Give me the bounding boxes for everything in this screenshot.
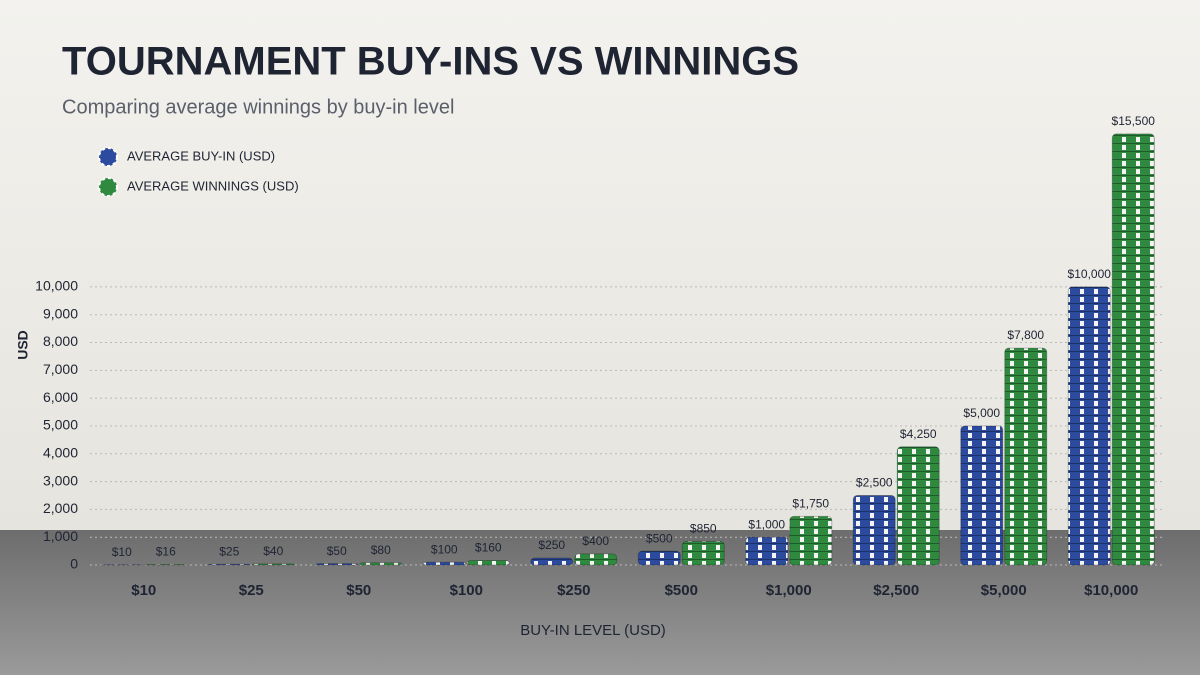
legend-swatch xyxy=(98,147,118,167)
value-label: $400 xyxy=(582,534,609,548)
chip-stack xyxy=(1111,133,1155,566)
chip-stack xyxy=(852,494,896,566)
x-tick-label: $250 xyxy=(557,582,590,599)
value-label: $15,500 xyxy=(1112,114,1156,128)
chip-stack xyxy=(789,515,833,566)
chip-stack xyxy=(251,563,295,566)
value-label: $7,800 xyxy=(1007,328,1044,342)
x-tick-label: $500 xyxy=(665,582,698,599)
y-tick-label: 2,000 xyxy=(43,500,78,516)
value-label: $1,750 xyxy=(792,497,829,511)
value-label: $2,500 xyxy=(856,476,893,490)
chip-stack xyxy=(960,425,1004,566)
chip-stack xyxy=(315,563,359,566)
x-axis-label: BUY-IN LEVEL (USD) xyxy=(520,622,666,639)
chip-stack xyxy=(466,560,510,566)
x-tick-label: $10 xyxy=(131,582,156,599)
y-tick-label: 6,000 xyxy=(43,389,78,405)
y-tick-label: 10,000 xyxy=(35,278,78,294)
value-label: $250 xyxy=(538,538,565,552)
x-tick-label: $100 xyxy=(450,582,483,599)
chip-stack xyxy=(637,550,681,566)
chip-stack xyxy=(530,557,574,566)
value-label: $10 xyxy=(112,545,132,559)
y-tick-label: 8,000 xyxy=(43,333,78,349)
chip-stack xyxy=(359,562,403,566)
chip-stack xyxy=(1067,286,1111,566)
value-label: $4,250 xyxy=(900,427,937,441)
value-label: $40 xyxy=(263,544,283,558)
chip-stack xyxy=(1004,347,1048,566)
y-tick-label: 0 xyxy=(70,556,78,572)
chart-title: TOURNAMENT BUY-INS VS WINNINGS xyxy=(62,40,799,84)
x-tick-label: $5,000 xyxy=(981,582,1027,599)
value-label: $850 xyxy=(690,522,717,536)
chart-subtitle: Comparing average winnings by buy-in lev… xyxy=(62,96,454,118)
x-tick-label: $50 xyxy=(346,582,371,599)
x-tick-label: $25 xyxy=(239,582,264,599)
value-label: $100 xyxy=(431,542,458,556)
chip-stack xyxy=(207,563,251,566)
chip-stack xyxy=(896,446,940,566)
chip-stack xyxy=(574,553,618,566)
value-label: $25 xyxy=(219,544,239,558)
chip-stack xyxy=(681,540,725,566)
value-label: $160 xyxy=(475,541,502,555)
legend-swatch xyxy=(98,177,118,197)
value-label: $50 xyxy=(327,544,347,558)
value-label: $1,000 xyxy=(748,517,785,531)
x-tick-label: $1,000 xyxy=(766,582,812,599)
y-tick-label: 4,000 xyxy=(43,444,78,460)
x-tick-label: $10,000 xyxy=(1084,582,1138,599)
y-tick-label: 1,000 xyxy=(43,528,78,544)
y-tick-label: 3,000 xyxy=(43,472,78,488)
x-tick-label: $2,500 xyxy=(873,582,919,599)
y-axis-label: USD xyxy=(15,330,31,360)
value-label: $80 xyxy=(371,543,391,557)
legend-label: AVERAGE WINNINGS (USD) xyxy=(127,178,299,193)
y-tick-label: 7,000 xyxy=(43,361,78,377)
value-label: $16 xyxy=(156,545,176,559)
value-label: $10,000 xyxy=(1068,267,1112,281)
y-tick-label: 5,000 xyxy=(43,417,78,433)
y-tick-label: 9,000 xyxy=(43,305,78,321)
chip-stack xyxy=(422,561,466,566)
legend-label: AVERAGE BUY-IN (USD) xyxy=(127,148,275,163)
value-label: $5,000 xyxy=(963,406,1000,420)
chip-stack xyxy=(745,536,789,566)
value-label: $500 xyxy=(646,531,673,545)
